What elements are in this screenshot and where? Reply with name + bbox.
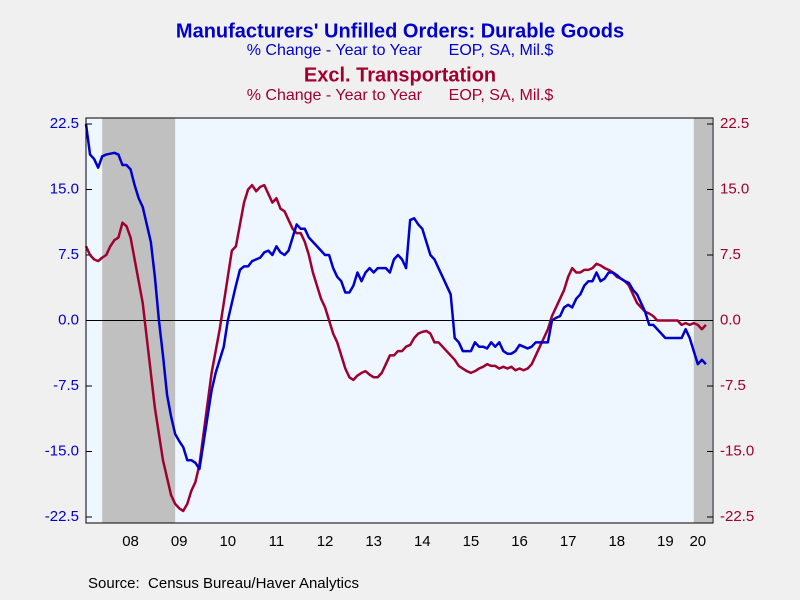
y2-tick-label: -7.5 xyxy=(720,377,746,394)
chart-subtitle: % Change - Year to Year EOP, SA, Mil.$ xyxy=(247,42,554,59)
series-subtitle: % Change - Year to Year EOP, SA, Mil.$ xyxy=(247,87,554,104)
series-line xyxy=(84,123,707,471)
x-tick-label: 13 xyxy=(365,533,382,550)
y2-tick-label: 7.5 xyxy=(720,246,741,263)
y2-tick-label: 0.0 xyxy=(720,311,741,328)
x-tick-label: 14 xyxy=(414,533,431,550)
y-tick-label: 0.0 xyxy=(58,311,79,328)
plot-border xyxy=(85,117,714,524)
x-tick-label: 20 xyxy=(689,533,706,550)
x-tick-label: 11 xyxy=(269,533,285,550)
series-title: Excl. Transportation xyxy=(304,64,496,86)
y-tick-label: 15.0 xyxy=(50,180,79,197)
series-line xyxy=(84,183,707,513)
y-tick-label: -7.5 xyxy=(53,377,79,394)
y-tick-label: 22.5 xyxy=(50,115,79,132)
y2-tick-label: -15.0 xyxy=(720,442,754,459)
chart-title: Manufacturers' Unfilled Orders: Durable … xyxy=(176,20,624,42)
y-tick-label: -22.5 xyxy=(45,508,79,525)
x-tick-label: 19 xyxy=(657,533,674,550)
x-tick-label: 15 xyxy=(463,533,480,550)
y2-tick-label: -22.5 xyxy=(720,508,754,525)
x-tick-label: 17 xyxy=(560,533,577,550)
y2-tick-label: 22.5 xyxy=(720,115,749,132)
x-tick-label: 18 xyxy=(608,533,625,550)
x-tick-label: 10 xyxy=(219,533,236,550)
x-tick-label: 08 xyxy=(122,533,139,550)
x-tick-label: 12 xyxy=(317,533,334,550)
x-tick-label: 09 xyxy=(171,533,188,550)
x-tick-label: 16 xyxy=(511,533,528,550)
y-tick-label: 7.5 xyxy=(58,246,79,263)
y2-tick-label: 15.0 xyxy=(720,180,749,197)
y-tick-label: -15.0 xyxy=(45,442,79,459)
source-note: Source: Census Bureau/Haver Analytics xyxy=(88,575,359,592)
